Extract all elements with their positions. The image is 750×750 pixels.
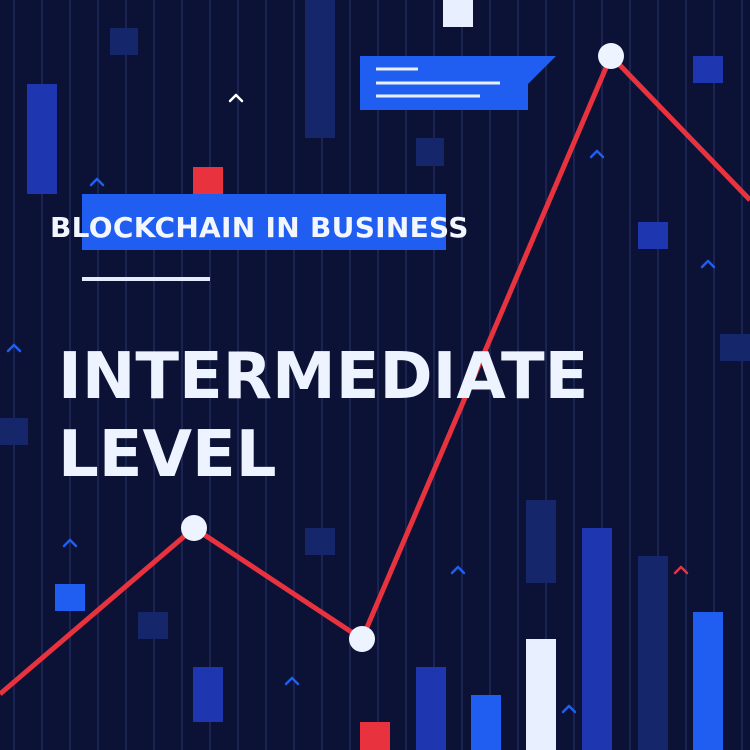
chevron-up-icon: [228, 93, 244, 103]
bar: [526, 639, 556, 750]
block: [27, 84, 57, 194]
block: [693, 56, 723, 83]
block: [305, 528, 335, 555]
block: [193, 167, 223, 194]
block: [720, 334, 750, 361]
bar: [416, 667, 446, 750]
chevron-up-icon: [89, 177, 105, 187]
title-divider: [82, 277, 210, 281]
block: [55, 584, 85, 611]
bar: [638, 556, 668, 750]
bar: [582, 528, 612, 750]
data-point-icon: [598, 43, 624, 69]
headline-line-2: LEVEL: [58, 418, 277, 492]
block: [416, 138, 444, 166]
chevron-up-icon: [589, 149, 605, 159]
block: [193, 667, 223, 722]
chevron-up-icon: [561, 704, 577, 714]
block: [360, 722, 390, 750]
block: [443, 0, 473, 27]
chevron-up-icon: [62, 538, 78, 548]
subtitle-highlight: [82, 194, 446, 250]
block: [305, 0, 335, 138]
chevron-up-icon: [700, 259, 716, 269]
chevron-up-icon: [6, 343, 22, 353]
decorative-bars: [416, 500, 723, 750]
bar: [471, 695, 501, 750]
block: [110, 28, 138, 55]
chevron-up-icon: [450, 565, 466, 575]
chat-bubble-icon: [360, 56, 556, 110]
chevron-up-icon: [284, 676, 300, 686]
data-point-icon: [349, 626, 375, 652]
data-point-icon: [181, 515, 207, 541]
block: [638, 222, 668, 249]
block: [138, 612, 168, 639]
bar: [526, 500, 556, 583]
headline: INTERMEDIATE LEVEL: [58, 338, 588, 494]
subtitle: BLOCKCHAIN IN BUSINESS: [50, 211, 469, 244]
bar: [693, 612, 723, 750]
chevron-up-icons: [6, 93, 716, 714]
headline-line-1: INTERMEDIATE: [58, 340, 589, 414]
chevron-up-icon: [673, 565, 689, 575]
block: [0, 418, 28, 445]
